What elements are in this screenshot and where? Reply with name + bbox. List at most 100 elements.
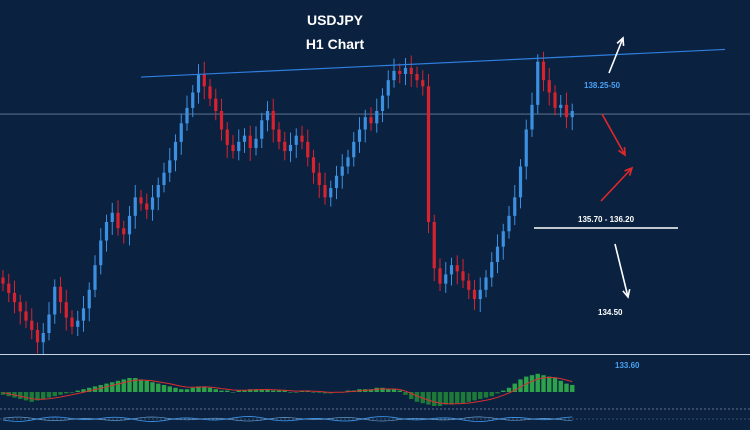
histogram-bar <box>276 390 282 392</box>
histogram-bar <box>449 392 454 405</box>
candle-bearish <box>145 203 149 210</box>
candle-bearish <box>283 141 287 152</box>
candle-bullish <box>490 262 494 278</box>
histogram-bar <box>41 392 46 399</box>
histogram-bar <box>437 392 443 406</box>
candle-bullish <box>191 92 195 108</box>
candle-bearish <box>300 135 304 142</box>
candle-bearish <box>70 317 74 327</box>
histogram-bar <box>409 392 414 399</box>
bottom-level-label: 133.60 <box>615 361 640 370</box>
candle-bullish <box>47 314 51 333</box>
histogram-bar <box>156 383 161 392</box>
histogram-bar <box>207 387 213 392</box>
candle-bullish <box>185 107 189 124</box>
candle-bullish <box>501 231 505 247</box>
candle-bullish <box>536 61 540 105</box>
histogram-bar <box>29 392 34 402</box>
candle-bearish <box>317 172 321 185</box>
candle-bearish <box>564 104 569 118</box>
arrow-down-shaft <box>601 113 626 156</box>
candle-bullish <box>87 289 91 309</box>
histogram-bar <box>121 379 126 392</box>
histogram-bar <box>190 387 195 392</box>
histogram-bar <box>460 392 466 404</box>
histogram-bar <box>173 387 178 392</box>
histogram-bar <box>236 390 241 392</box>
histogram-bar <box>466 392 471 402</box>
histogram-bar <box>87 387 92 392</box>
histogram-bar <box>18 392 23 399</box>
arrow-down-shaft <box>614 243 629 298</box>
histogram-bar <box>391 389 397 392</box>
histogram-bar <box>311 392 316 393</box>
histogram-bar <box>489 392 494 397</box>
candle-bullish <box>530 104 534 130</box>
histogram-bar <box>472 392 477 401</box>
histogram-bar <box>541 375 546 392</box>
histogram-bar <box>230 392 236 393</box>
histogram-bar <box>248 389 253 392</box>
candle-bullish <box>340 166 344 176</box>
candle-bearish <box>426 86 431 222</box>
histogram-bar <box>253 389 259 392</box>
histogram-bar <box>104 383 109 392</box>
candle-bullish <box>168 160 172 173</box>
candle-bullish <box>392 70 396 81</box>
candle-bearish <box>467 280 471 290</box>
candle-bearish <box>30 320 34 330</box>
histogram-bar <box>64 392 69 394</box>
candle-bullish <box>357 129 362 142</box>
histogram-bar <box>564 383 569 392</box>
histogram-bar <box>259 389 264 392</box>
candle-bullish <box>478 289 482 300</box>
candle-bearish <box>12 292 17 303</box>
candle-bullish <box>484 277 488 290</box>
candle-bullish <box>495 246 500 263</box>
candle-bullish <box>403 67 408 74</box>
histogram-bar <box>110 382 115 392</box>
histogram-bar <box>478 392 483 399</box>
histogram-bar <box>386 389 391 392</box>
candle-bullish <box>329 188 333 198</box>
histogram-bar <box>161 385 167 392</box>
histogram-bar <box>167 386 172 392</box>
candle-bullish <box>294 135 298 145</box>
histogram-bar <box>432 392 437 406</box>
support-zone-label: 135.70 - 136.20 <box>578 215 635 224</box>
candle-bearish <box>58 286 63 303</box>
histogram-bar <box>35 392 40 401</box>
arrow-down-head <box>622 289 631 299</box>
candle-bearish <box>455 265 459 272</box>
histogram-bar <box>138 379 144 392</box>
candle-bullish <box>559 104 563 108</box>
oscillator-pane <box>0 416 750 423</box>
candle-bullish <box>513 197 517 216</box>
candle-bullish <box>507 215 511 232</box>
resistance-trendline <box>140 48 726 78</box>
candle-bearish <box>438 268 442 284</box>
candle-bullish <box>346 157 350 167</box>
candle-bullish <box>81 308 86 321</box>
candle-bearish <box>271 111 275 130</box>
candle-bullish <box>156 185 160 198</box>
candle-bullish <box>375 111 379 124</box>
candle-bullish <box>352 141 356 158</box>
histogram-bar <box>288 392 293 393</box>
candle-bullish <box>150 197 155 210</box>
candle-bearish <box>306 141 310 158</box>
candle-bullish <box>196 74 201 93</box>
candle-bullish <box>162 172 166 185</box>
candle-bullish <box>179 123 183 142</box>
candle-bearish <box>1 277 5 284</box>
histogram-bar <box>52 392 57 397</box>
candle-bullish <box>53 286 57 315</box>
histogram-bar <box>380 387 385 392</box>
chart-title: USDJPY <box>306 12 364 28</box>
histogram-bar <box>196 386 201 392</box>
histogram-bar <box>414 392 420 402</box>
candle-bearish <box>409 67 413 74</box>
candle-bullish <box>76 320 80 327</box>
candle-bullish <box>570 111 574 118</box>
